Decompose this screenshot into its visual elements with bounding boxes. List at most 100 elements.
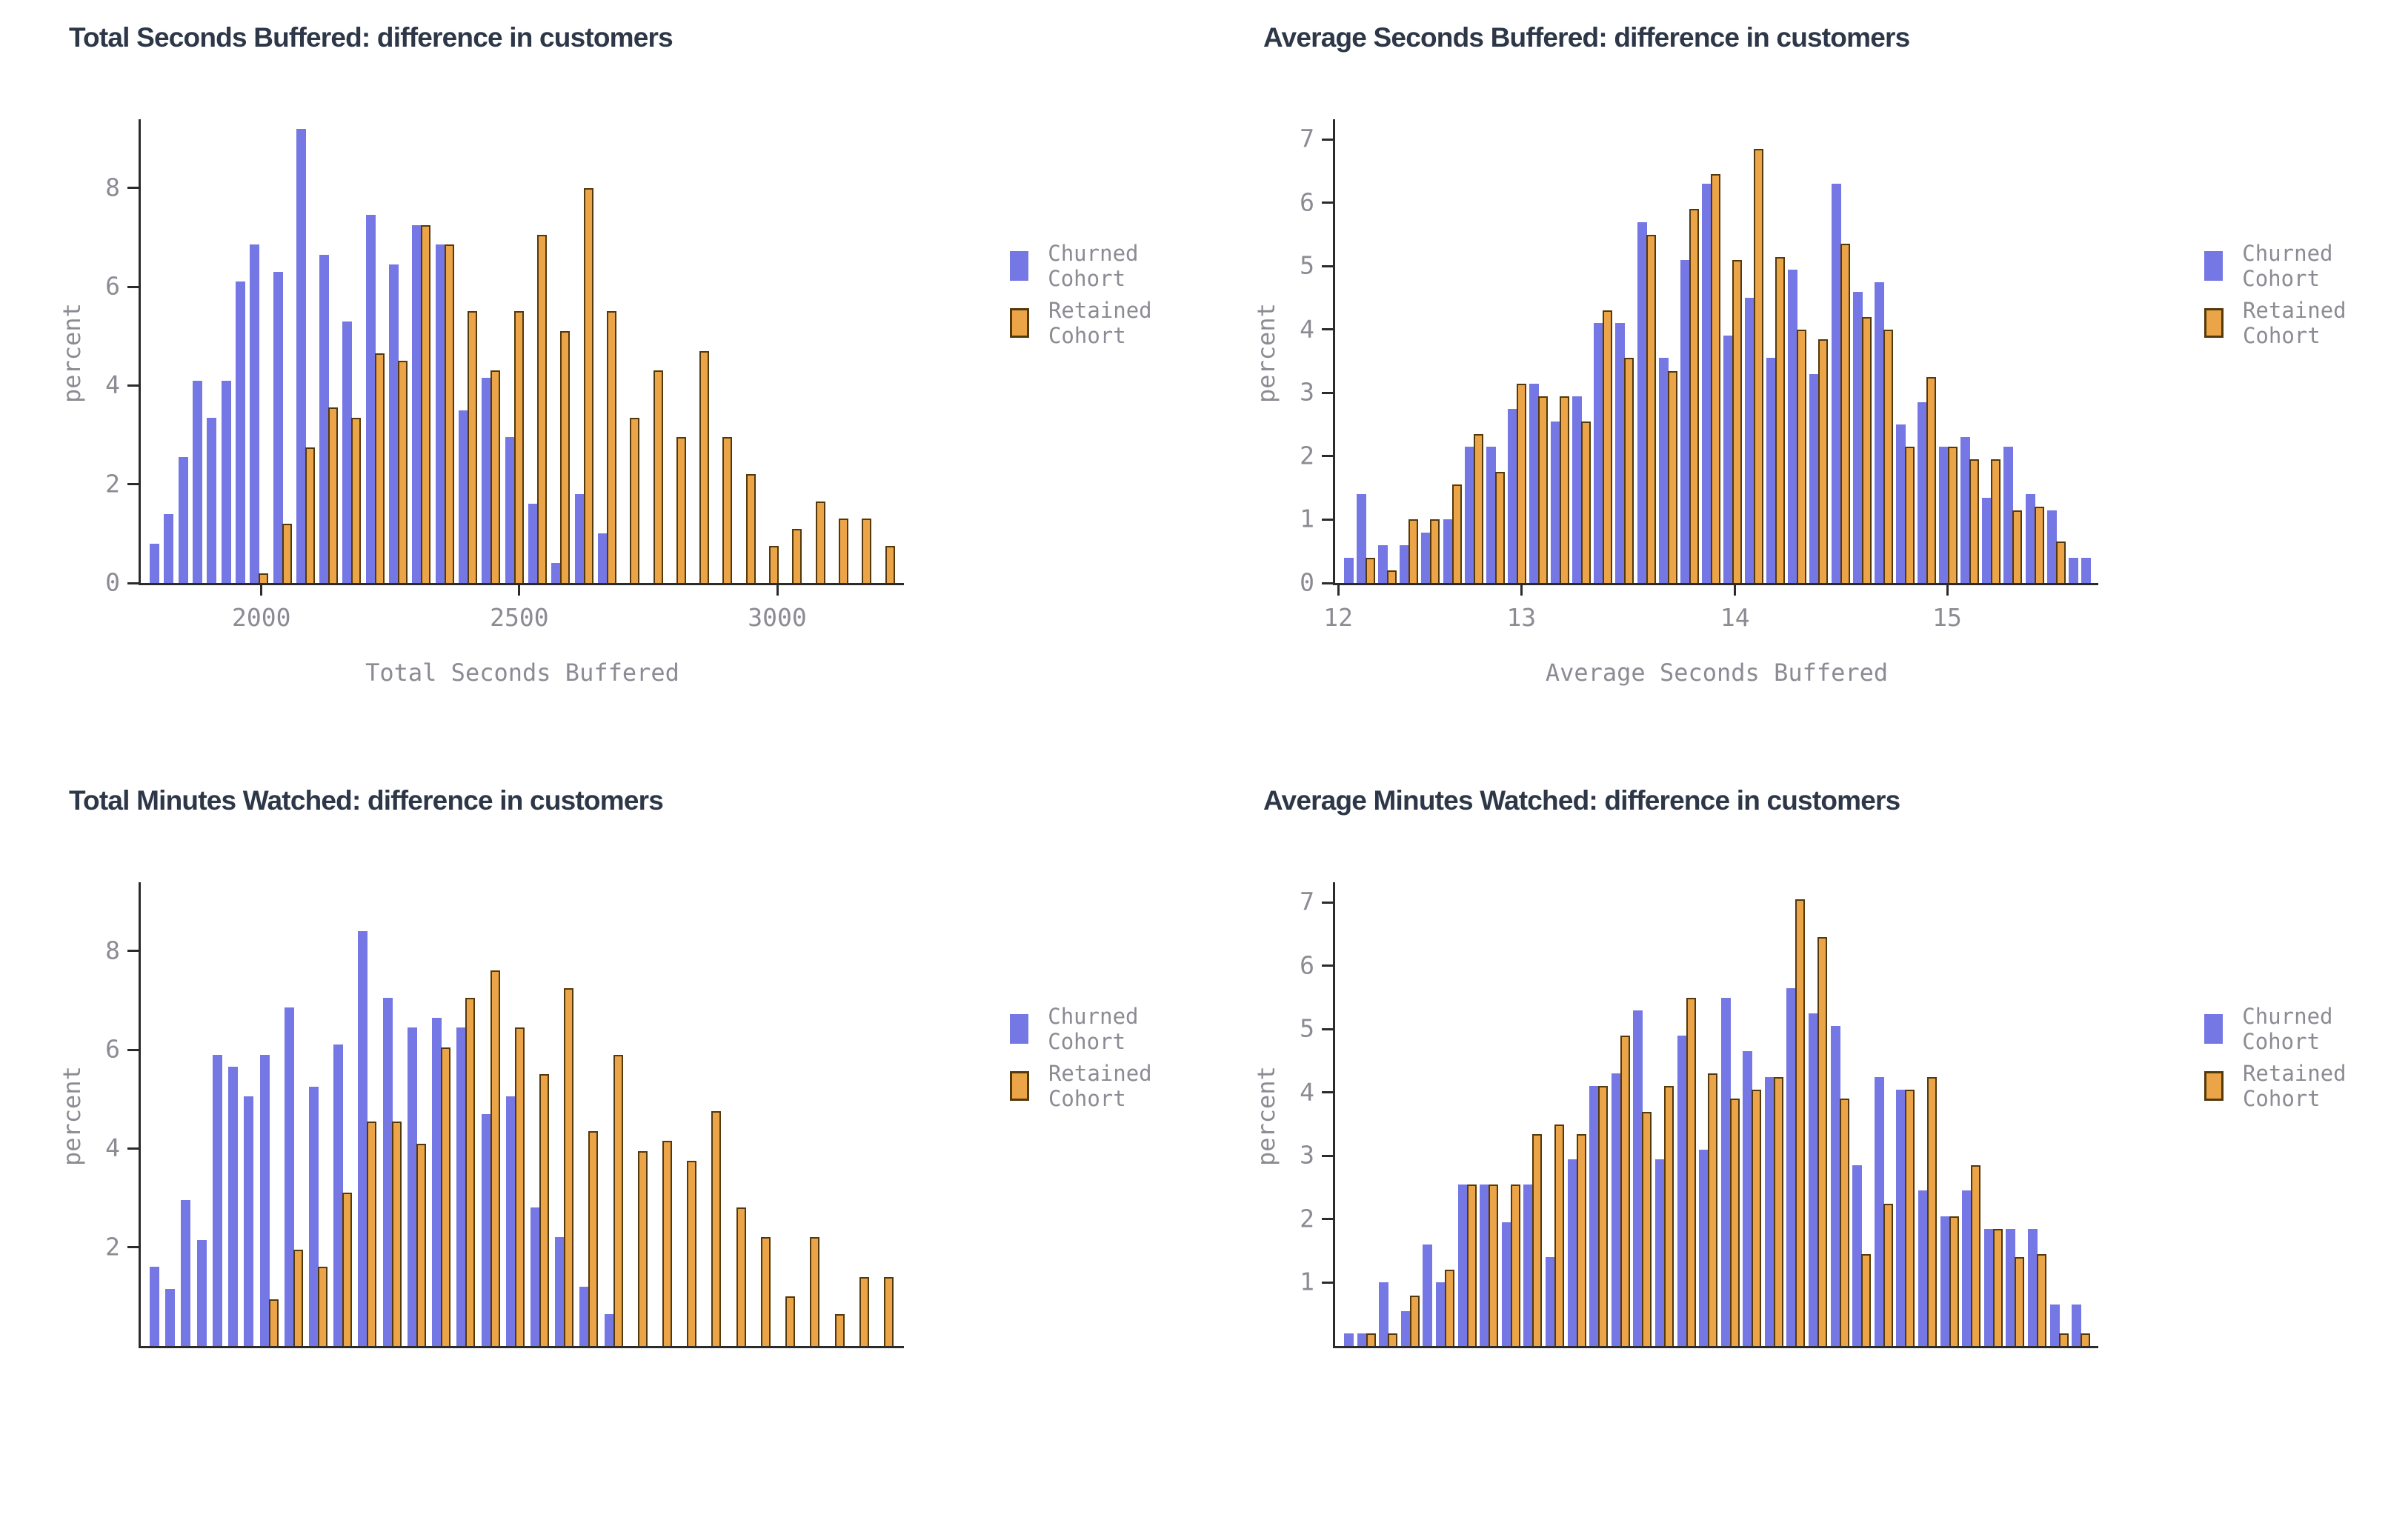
histogram-bin <box>752 887 776 1346</box>
histogram-bin <box>807 124 830 583</box>
x-tick-mark <box>518 585 521 596</box>
churned-bar <box>1896 1089 1906 1346</box>
churned-bar <box>456 1027 467 1346</box>
churned-bar <box>389 264 399 583</box>
churned-bar <box>1464 447 1474 583</box>
histogram-bin <box>1633 887 1655 1346</box>
histogram-bin <box>1507 124 1529 583</box>
histogram-bin <box>1637 124 1659 583</box>
churned-bar <box>1743 1051 1753 1346</box>
histogram-bin <box>621 124 644 583</box>
histogram-bin <box>714 124 736 583</box>
churned-bar <box>192 380 202 583</box>
churned-bar <box>579 1287 590 1346</box>
retained-bar <box>1775 256 1786 583</box>
histogram-bin <box>1677 887 1700 1346</box>
histogram-bin <box>1918 887 1940 1346</box>
y-tick-mark <box>127 384 139 387</box>
churned-bar <box>196 1239 207 1346</box>
retained-bar <box>884 1276 894 1346</box>
histogram-bin <box>851 887 875 1346</box>
churned-bar <box>432 1017 442 1346</box>
histogram-bin <box>284 887 309 1346</box>
histogram-bin <box>1357 887 1380 1346</box>
retained-bar <box>328 407 339 583</box>
histogram-bin <box>877 124 899 583</box>
churned-bar <box>1443 519 1453 583</box>
churned-bar <box>482 378 492 583</box>
histogram-bin <box>1874 887 1897 1346</box>
y-tick-label: 0 <box>105 567 120 597</box>
churned-bar <box>505 437 515 583</box>
churned-bar <box>181 1200 191 1346</box>
histogram-bin <box>456 887 481 1346</box>
histogram-bin <box>1589 887 1612 1346</box>
histogram-bin <box>221 124 236 583</box>
legend-item: Retained Cohort <box>2204 298 2357 348</box>
retained-bar <box>416 1143 426 1346</box>
histogram-bin <box>645 124 668 583</box>
retained-bar <box>810 1237 820 1346</box>
retained-bar <box>1409 1295 1420 1346</box>
retained-bar <box>1732 259 1742 583</box>
y-tick-mark <box>1322 201 1333 204</box>
retained-bar <box>1366 1333 1376 1346</box>
histogram-bin <box>481 887 506 1346</box>
y-tick-mark <box>1322 264 1333 267</box>
histogram-bin <box>1529 124 1551 583</box>
histogram-bin <box>1658 124 1680 583</box>
legend-label: Churned Cohort <box>2242 1004 2333 1054</box>
churned-bar <box>1400 544 1410 583</box>
retained-bar <box>1926 377 1936 583</box>
retained-bar <box>1948 447 1958 583</box>
retained-bar <box>862 519 872 583</box>
retained-bar <box>564 987 574 1346</box>
y-axis-title: percent <box>1252 1066 1280 1167</box>
histogram-bin <box>574 124 598 583</box>
plot-area: 2 4 6 8 percent Churned Cohort Retained Cohort <box>58 882 1152 1348</box>
x-tick-mark <box>260 585 263 596</box>
retained-bar <box>2058 1333 2069 1346</box>
churned-bar <box>1507 408 1517 583</box>
histogram-bin <box>1680 124 1702 583</box>
y-axis-spine <box>1333 882 1335 1348</box>
y-tick-mark <box>1322 901 1333 904</box>
retained-bar <box>769 546 779 583</box>
churned-bar <box>333 1044 344 1346</box>
churned-bar <box>1633 1010 1643 1346</box>
legend-item: Churned Cohort <box>2204 241 2357 291</box>
legend-label: Retained Cohort <box>1048 1061 1152 1111</box>
churned-bar <box>459 410 468 583</box>
retained-bar <box>317 1267 327 1346</box>
histogram-bin <box>178 124 193 583</box>
histogram-bin <box>1594 124 1615 583</box>
churned-bar <box>319 254 330 583</box>
retained-bar <box>1642 1111 1652 1346</box>
histogram-bin <box>505 124 528 583</box>
retained-bar <box>1840 244 1850 583</box>
retained-bar <box>1773 1076 1783 1346</box>
histogram-bin <box>2025 124 2047 583</box>
y-axis-spine <box>139 119 141 585</box>
histogram-bin <box>1357 124 1378 583</box>
x-axis-title: Average Seconds Buffered <box>1545 659 1889 687</box>
histogram-bin <box>1480 887 1502 1346</box>
y-tick-label: 8 <box>105 173 120 202</box>
retained-bar <box>653 370 663 583</box>
retained-bar <box>342 1193 353 1346</box>
retained-bar <box>259 573 269 583</box>
churned-bar <box>1874 1076 1884 1346</box>
retained-bar <box>1969 459 1980 583</box>
churned-bar <box>1720 997 1731 1346</box>
histogram-bin <box>1654 887 1677 1346</box>
churned-bar <box>150 543 159 583</box>
retained-bar <box>367 1121 377 1346</box>
churned-bar <box>1982 497 1992 583</box>
histogram-bin <box>1435 887 1458 1346</box>
bars-group <box>1344 887 2094 1346</box>
histogram-bin <box>1983 887 2006 1346</box>
histogram-bin <box>382 887 408 1346</box>
bars-group <box>1344 124 2094 583</box>
churned-bar <box>1788 269 1798 583</box>
churned-bar <box>1379 1282 1389 1346</box>
